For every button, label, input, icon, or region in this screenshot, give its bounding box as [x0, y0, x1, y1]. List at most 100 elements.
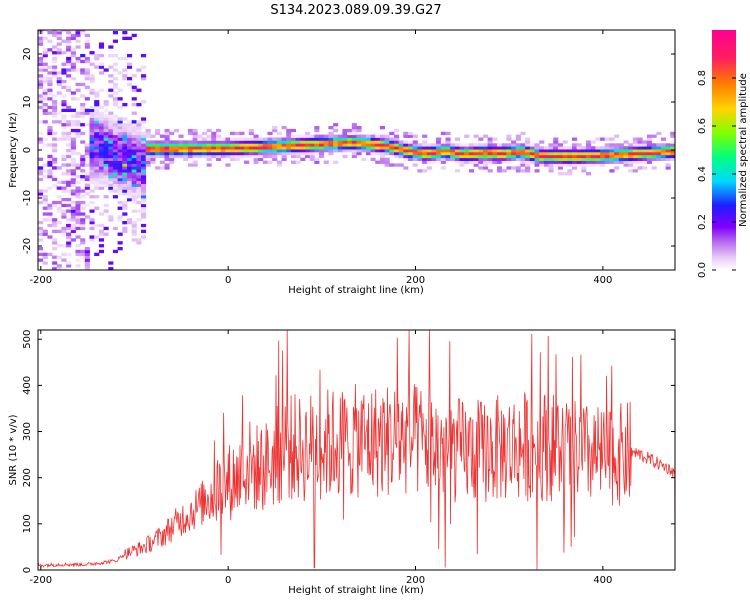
- spectrogram-cell: [61, 229, 67, 233]
- spectrogram-cell: [122, 212, 128, 216]
- spectrogram-cell: [56, 255, 62, 259]
- spectrogram-cell: [131, 177, 137, 182]
- spectrogram-cell: [398, 163, 404, 167]
- spectrogram-cell: [89, 157, 95, 161]
- spectrogram-cell: [80, 30, 86, 32]
- spectrogram-cell: [623, 160, 629, 164]
- spectrogram-cell: [108, 126, 114, 130]
- spectrogram-cell: [117, 123, 123, 127]
- spectrogram-cell: [576, 163, 582, 167]
- spectrogram-cell: [117, 131, 123, 136]
- spectrogram-cell: [525, 140, 531, 144]
- spectrogram-cell: [426, 154, 432, 159]
- spectrogram-cell: [66, 169, 72, 173]
- spectrogram-cell: [506, 160, 512, 164]
- spectrogram-cell: [520, 151, 526, 156]
- spectrogram-cell: [75, 45, 81, 49]
- spectrogram-cell: [422, 134, 428, 138]
- spectrogram-cell: [272, 126, 278, 130]
- spectrogram-cell: [136, 195, 142, 199]
- spectrogram-cell: [281, 157, 287, 161]
- spectrogram-cell: [309, 157, 315, 161]
- spectrogram-cell: [314, 137, 320, 141]
- spectrogram-cell: [309, 140, 315, 144]
- spectrogram-cell: [431, 160, 437, 164]
- colorbar-label: Normalized spectral amplitude: [738, 73, 749, 227]
- spectrogram-cell: [52, 255, 58, 259]
- spectrogram-cell: [567, 160, 573, 164]
- spectrogram-cell: [454, 151, 460, 156]
- spectrogram-cell: [529, 154, 535, 159]
- spectrogram-cell: [384, 137, 390, 141]
- spectrogram-cell: [136, 241, 142, 245]
- spectrogram-cell: [169, 140, 175, 144]
- spectrogram-cell: [483, 134, 489, 138]
- spectrogram-cell: [646, 137, 652, 141]
- spectrogram-cell: [525, 143, 531, 147]
- spectrogram-cell: [127, 77, 133, 81]
- spectrogram-cell: [42, 169, 48, 173]
- spectrogram-cell: [52, 111, 58, 115]
- spectrogram-cell: [70, 189, 76, 193]
- spectrogram-cell: [244, 154, 250, 159]
- spectrogram-cell: [47, 157, 53, 161]
- spectrogram-cell: [258, 154, 264, 159]
- spectrogram-cell: [272, 137, 278, 141]
- spectrogram-cell: [56, 31, 62, 35]
- spectrogram-cell: [628, 157, 634, 161]
- spectrogram-cell: [375, 134, 381, 138]
- spectrogram-cell: [642, 143, 648, 147]
- spectrogram-cell: [412, 149, 418, 153]
- spectrogram-cell: [384, 146, 390, 150]
- spectrogram-cell: [112, 249, 118, 254]
- spectrogram-cell: [117, 146, 123, 150]
- spectrogram-cell: [61, 85, 67, 89]
- colorbar: 0.00.20.40.60.8 Normalized spectral ampl…: [697, 30, 749, 278]
- spectrogram-cell: [281, 137, 287, 141]
- spectrogram-cell: [56, 229, 62, 233]
- spectrogram-cell: [94, 126, 100, 130]
- bottom-x-axis-label: Height of straight line (km): [288, 585, 424, 596]
- spectrogram-cell: [201, 131, 207, 136]
- spectrogram-cell: [590, 154, 596, 159]
- spectrogram-cell: [347, 143, 353, 147]
- spectrogram-cell: [651, 149, 657, 153]
- spectrogram-cell: [379, 149, 385, 153]
- spectrogram-cell: [47, 126, 53, 130]
- spectrogram-cell: [122, 206, 128, 210]
- y-tick-label: 20: [22, 48, 33, 61]
- spectrogram-cell: [75, 151, 81, 156]
- spectrogram-cell: [258, 157, 264, 161]
- spectrogram-cell: [38, 166, 44, 170]
- spectrogram-cell: [670, 143, 675, 147]
- spectrogram-cell: [52, 149, 58, 153]
- spectrogram-cell: [108, 140, 114, 144]
- spectrogram-cell: [384, 151, 390, 156]
- spectrogram-cell: [70, 77, 76, 81]
- spectrogram-cell: [131, 149, 137, 153]
- spectrogram-cell: [623, 146, 629, 150]
- spectrogram-cell: [234, 146, 240, 150]
- spectrogram-cell: [487, 149, 493, 153]
- spectrogram-cell: [454, 149, 460, 153]
- spectrogram-cell: [515, 166, 521, 170]
- spectrogram-cell: [38, 229, 44, 233]
- spectrogram-cell: [389, 131, 395, 136]
- spectrogram-cell: [131, 128, 137, 133]
- spectrogram-cell: [567, 151, 573, 156]
- spectrogram-cell: [454, 169, 460, 173]
- spectrogram-cell: [290, 146, 296, 150]
- spectrogram-cell: [84, 247, 90, 251]
- spectrogram-cell: [417, 151, 423, 156]
- spectrogram-cell: [183, 143, 189, 147]
- spectrogram-cell: [295, 160, 301, 164]
- spectrogram-cell: [103, 157, 109, 161]
- spectrogram-cell: [150, 140, 156, 144]
- spectrogram-cell: [642, 154, 648, 159]
- spectrogram-cell: [131, 223, 137, 228]
- spectrogram-cell: [328, 134, 334, 138]
- spectrogram-cell: [66, 218, 72, 222]
- spectrogram-cell: [370, 151, 376, 156]
- spectrogram-cell: [618, 146, 624, 150]
- spectrogram-cell: [70, 123, 76, 127]
